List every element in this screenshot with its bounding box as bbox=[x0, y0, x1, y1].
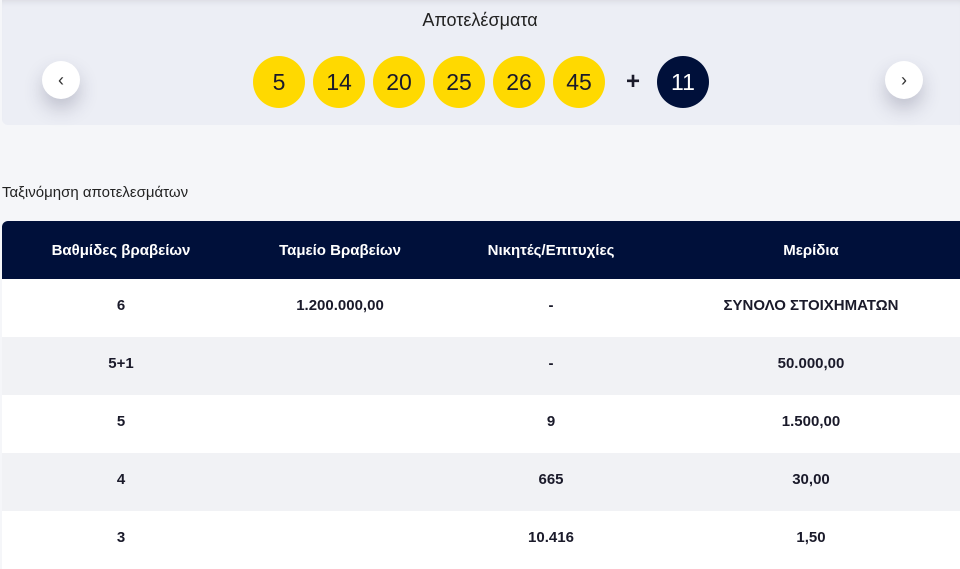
cell-tier: 5+1 bbox=[2, 337, 240, 395]
cell-tier: 3 bbox=[2, 511, 240, 569]
header-shares: Μερίδια bbox=[662, 221, 960, 279]
header-winners: Νικητές/Επιτυχίες bbox=[440, 221, 662, 279]
number-ball: 25 bbox=[433, 56, 485, 108]
cell-winners: - bbox=[440, 337, 662, 395]
number-ball: 5 bbox=[253, 56, 305, 108]
cell-winners: 9 bbox=[440, 395, 662, 453]
cell-prize-fund bbox=[240, 337, 440, 395]
sort-results-label[interactable]: Ταξινόμηση αποτελεσμάτων bbox=[2, 184, 189, 201]
table-row: 5 9 1.500,00 bbox=[2, 395, 960, 453]
cell-prize-fund bbox=[240, 453, 440, 511]
cell-share: 1.500,00 bbox=[662, 395, 960, 453]
prev-draw-button[interactable]: ‹ bbox=[42, 61, 80, 99]
bonus-ball: 11 bbox=[657, 56, 709, 108]
cell-share: 50.000,00 bbox=[662, 337, 960, 395]
next-draw-button[interactable]: › bbox=[885, 61, 923, 99]
cell-tier: 5 bbox=[2, 395, 240, 453]
table-row: 6 1.200.000,00- ΣΥΝΟΛΟ ΣΤΟΙΧΗΜΑΤΩΝ bbox=[2, 279, 960, 337]
number-ball: 14 bbox=[313, 56, 365, 108]
winning-numbers: 5 14 20 25 26 45 + 11 bbox=[253, 56, 717, 108]
table-row: 3 10.416 1,50 bbox=[2, 511, 960, 569]
header-prize-fund: Ταμείο Βραβείων bbox=[240, 221, 440, 279]
cell-share: ΣΥΝΟΛΟ ΣΤΟΙΧΗΜΑΤΩΝ bbox=[662, 279, 960, 337]
number-ball: 26 bbox=[493, 56, 545, 108]
results-panel bbox=[2, 0, 960, 125]
cell-share: 30,00 bbox=[662, 453, 960, 511]
prize-table: Βαθμίδες βραβείων Ταμείο Βραβείων Νικητέ… bbox=[2, 221, 960, 569]
cell-tier: 4 bbox=[2, 453, 240, 511]
cell-winners: 665 bbox=[440, 453, 662, 511]
cell-winners: 10.416 bbox=[440, 511, 662, 569]
number-ball: 20 bbox=[373, 56, 425, 108]
header-prize-tiers: Βαθμίδες βραβείων bbox=[2, 221, 240, 279]
table-row: 5+1 -50.000,00 bbox=[2, 337, 960, 395]
chevron-right-icon: › bbox=[901, 69, 907, 90]
cell-prize-fund bbox=[240, 395, 440, 453]
cell-tier: 6 bbox=[2, 279, 240, 337]
cell-winners: - bbox=[440, 279, 662, 337]
cell-prize-fund: 1.200.000,00 bbox=[240, 279, 440, 337]
cell-prize-fund bbox=[240, 511, 440, 569]
table-row: 4 665 30,00 bbox=[2, 453, 960, 511]
chevron-left-icon: ‹ bbox=[58, 69, 64, 90]
results-title: Αποτελέσματα bbox=[422, 10, 538, 30]
table-header-row: Βαθμίδες βραβείων Ταμείο Βραβείων Νικητέ… bbox=[2, 221, 960, 279]
cell-share: 1,50 bbox=[662, 511, 960, 569]
number-ball: 45 bbox=[553, 56, 605, 108]
plus-sign: + bbox=[625, 68, 640, 95]
